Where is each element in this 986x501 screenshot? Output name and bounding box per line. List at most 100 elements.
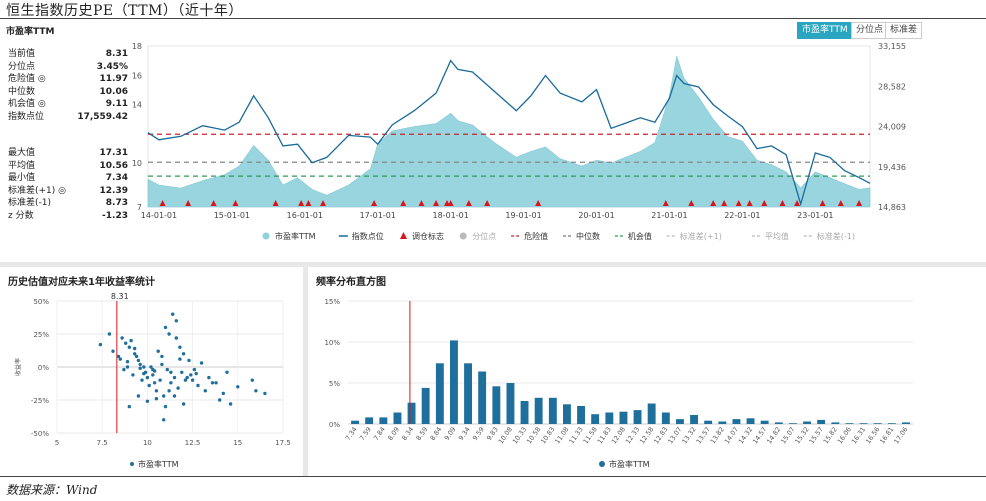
histogram-bar xyxy=(393,412,402,424)
scatter-point xyxy=(120,336,124,340)
stat-value-std-minus: 8.73 xyxy=(105,198,128,209)
stat-value-mean: 10.56 xyxy=(99,160,128,171)
scatter-point xyxy=(228,402,233,406)
histogram-bar xyxy=(435,363,444,424)
y-left-tick-label: 7 xyxy=(137,203,142,212)
legend-item[interactable]: 危险值 xyxy=(511,231,548,241)
section-divider xyxy=(0,262,986,267)
histogram-bar xyxy=(845,423,854,424)
scatter-point xyxy=(154,389,159,393)
stat-label-opportunity[interactable]: 机会值 ◎ xyxy=(8,99,46,110)
x-tick-label: 11.83 xyxy=(596,426,613,446)
stat-value-std-plus: 12.39 xyxy=(99,185,128,196)
pe-frequency-histogram[interactable]: 15%10%5%0%7.34 7.59 7.84 8.09 8.34 8.59 8.84 9.… xyxy=(308,267,986,476)
x-tick-label: 21-01-01 xyxy=(651,211,687,220)
x-tick-label: 8.84 xyxy=(429,426,444,442)
rebalance-marker xyxy=(400,200,407,206)
scatter-point xyxy=(181,352,186,356)
histogram-bar xyxy=(421,387,430,424)
scatter-point xyxy=(181,402,186,406)
histogram-bar xyxy=(548,397,557,424)
legend-label: 机会值 xyxy=(628,231,652,241)
legend-label: 标准差(-1) xyxy=(817,231,855,241)
scatter-point xyxy=(176,386,180,390)
scatter-point xyxy=(174,336,178,340)
scatter-point xyxy=(98,342,103,347)
legend-item[interactable]: 中位数 xyxy=(563,231,600,241)
legend-item[interactable]: 市盈率TTM xyxy=(262,231,316,241)
stat-label-std-plus[interactable]: 标准差(+1) ◎ xyxy=(8,185,67,196)
valuation-return-scatter[interactable]: 50% 25% 0% -25% -50% 5 7.5 10 12.5 15 17.5 收益率 8.31 市… xyxy=(0,267,303,476)
toggle-percentile[interactable]: 分位点 xyxy=(851,22,889,39)
scatter-point xyxy=(147,383,151,388)
scatter-point xyxy=(218,398,222,402)
legend-label: 指数点位 xyxy=(352,231,384,241)
histogram-bar xyxy=(887,423,896,424)
legend-dot-icon xyxy=(262,232,270,240)
x-tick-label: 10.33 xyxy=(511,426,528,446)
rebalance-marker xyxy=(688,200,695,206)
stat-row: 分位点 3.45% xyxy=(8,61,128,74)
y-left-tick-label: 10 xyxy=(132,159,142,168)
legend-item[interactable]: 调仓标志 xyxy=(400,231,444,241)
rebalance-marker xyxy=(735,200,742,206)
histogram-bar xyxy=(563,404,571,424)
legend-item[interactable]: 平均值 xyxy=(751,231,789,241)
y-tick-label: 0% xyxy=(329,421,340,429)
x-tick-label: 7.59 xyxy=(358,426,373,442)
legend-triangle-icon xyxy=(400,232,407,239)
legend-item[interactable]: 指数点位 xyxy=(338,231,384,241)
histogram-bar xyxy=(661,412,670,424)
stat-label-zscore: z 分数 xyxy=(8,210,34,221)
pe-index-chart[interactable]: 7 10 14 16 18 14,863 19,436 24,009 28,582 33,155 1… xyxy=(0,20,986,262)
rebalance-marker xyxy=(710,200,717,206)
stat-row: 最大值 17.31 xyxy=(8,147,128,160)
histogram-bar xyxy=(605,412,614,424)
y-left-tick-label: 16 xyxy=(132,71,142,80)
title-underline xyxy=(0,18,986,19)
scatter-point xyxy=(172,375,177,380)
stat-label-std-minus: 标准差(-1) xyxy=(8,198,51,209)
scatter-point xyxy=(199,361,204,365)
scatter-point xyxy=(221,391,225,396)
rebalance-marker xyxy=(794,200,801,206)
data-source: 数据来源：Wind xyxy=(6,483,98,497)
rebalance-marker xyxy=(418,200,425,206)
rebalance-marker xyxy=(210,200,217,206)
x-tick-label: 14-01-01 xyxy=(141,211,177,220)
scatter-point xyxy=(127,404,131,409)
scatter-point xyxy=(189,373,193,377)
x-tick-label: 15.07 xyxy=(779,426,796,446)
scatter-point xyxy=(116,354,121,359)
stat-value-zscore: -1.23 xyxy=(102,210,128,221)
scatter-point xyxy=(163,404,168,409)
x-tick-label: 17-01-01 xyxy=(360,211,396,220)
y-tick-label: -25% xyxy=(31,397,49,405)
stat-row: 机会值 ◎ 9.11 xyxy=(8,98,128,111)
x-tick-label: 7.5 xyxy=(97,439,108,447)
stat-label-danger[interactable]: 危险值 ◎ xyxy=(8,74,46,85)
histogram-bar xyxy=(506,383,515,424)
current-value-label: 8.31 xyxy=(111,292,129,301)
legend-label: 平均值 xyxy=(765,231,789,241)
scatter-point xyxy=(162,394,166,398)
toggle-std-dev[interactable]: 标准差 xyxy=(885,22,923,39)
scatter-point xyxy=(254,389,258,393)
legend-item[interactable]: 机会值 xyxy=(614,231,652,241)
x-tick-label: 16.31 xyxy=(850,426,867,446)
legend-item[interactable]: 标准差(-1) xyxy=(803,231,855,241)
stats-distribution: 最大值 17.31 平均值 10.56 最小值 7.34 标准差(+1) ◎ 12.39… xyxy=(8,147,128,223)
histogram-bar xyxy=(591,414,600,424)
source-rule xyxy=(0,476,986,477)
x-tick-label: 7.34 xyxy=(344,426,359,442)
x-tick-label: 13.07 xyxy=(666,426,683,446)
pe-ttm-area xyxy=(147,56,871,208)
scatter-point xyxy=(169,370,173,374)
scatter-point xyxy=(145,375,150,380)
histogram-bar xyxy=(690,415,698,424)
scatter-point xyxy=(162,418,166,422)
scatter-point xyxy=(203,389,207,393)
stat-value-opportunity: 9.11 xyxy=(105,99,128,110)
legend-item[interactable]: 标准差(+1) xyxy=(666,231,722,241)
legend-item[interactable]: 分位点 xyxy=(459,231,497,241)
